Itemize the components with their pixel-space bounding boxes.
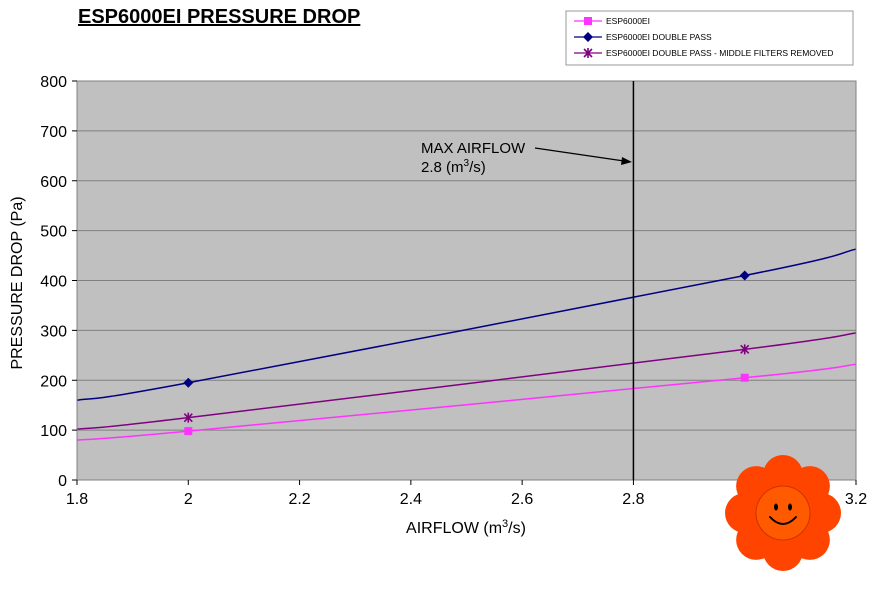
annotation-arrow-line — [534, 147, 625, 162]
legend-box — [565, 10, 854, 66]
y-tick-label-4: 400 — [40, 274, 67, 291]
y-tick-label-2: 200 — [40, 373, 67, 390]
legend-marker-2 — [583, 48, 593, 58]
x-tick-label-4: 2.6 — [511, 491, 533, 508]
flower-left-eye — [774, 503, 778, 511]
max-airflow-annotation: MAX AIRFLOW 2.8 (m3/s) — [421, 140, 632, 176]
y-tick-label-8: 800 — [40, 74, 67, 91]
series-2-point-0 — [183, 412, 193, 423]
y-tick-label-3: 300 — [40, 323, 67, 340]
y-tick-label-5: 500 — [40, 224, 67, 241]
series-0-point-1 — [740, 373, 749, 382]
annotation-arrowhead — [621, 157, 632, 165]
legend-label-1: ESP6000EI DOUBLE PASS — [606, 32, 712, 42]
x-axis-label: AIRFLOW (m3/s) — [406, 518, 526, 537]
legend-label-0: ESP6000EI — [606, 16, 650, 26]
flower-face — [755, 485, 811, 541]
y-tick-label-7: 700 — [40, 124, 67, 141]
x-tick-label-1: 2 — [184, 491, 193, 508]
y-tick-label-1: 100 — [40, 423, 67, 440]
legend: ESP6000EI ESP6000EI DOUBLE PASS ESP6000EI … — [565, 10, 854, 66]
chart-title: ESP6000EI PRESSURE DROP — [78, 6, 360, 28]
flower-right-eye — [788, 503, 792, 511]
legend-marker-1 — [583, 32, 593, 42]
x-tick-label-5: 2.8 — [622, 491, 644, 508]
legend-label-2: ESP6000EI DOUBLE PASS - MIDDLE FILTERS R… — [606, 48, 833, 58]
series-2-point-1 — [740, 344, 750, 355]
series-1-point-0 — [183, 377, 194, 388]
series-line-0 — [76, 363, 857, 441]
series-layer — [76, 248, 857, 441]
legend-marker-0 — [584, 17, 592, 25]
x-tick-label-2: 2.2 — [288, 491, 310, 508]
y-axis-label: PRESSURE DROP (Pa) — [9, 196, 26, 369]
series-0-point-0 — [184, 427, 193, 436]
flower-smile — [769, 516, 797, 525]
y-tick-label-6: 600 — [40, 174, 67, 191]
x-tick-label-7: 3.2 — [845, 491, 867, 508]
annotation-line1: MAX AIRFLOW — [421, 140, 526, 157]
series-line-2 — [76, 332, 857, 430]
smiling-flower-icon — [725, 455, 841, 571]
series-line-1 — [76, 248, 857, 401]
x-tick-label-0: 1.8 — [66, 491, 88, 508]
y-tick-label-0: 0 — [58, 473, 67, 490]
x-tick-label-3: 2.4 — [400, 491, 422, 508]
tick-labels: 0 100 200 300 400 500 600 700 800 1.8 2 2.2 2.4 2.6 2.… — [40, 74, 867, 508]
series-1-point-1 — [739, 270, 750, 281]
axes — [72, 80, 857, 485]
annotation-line2: 2.8 (m3/s) — [421, 158, 486, 176]
